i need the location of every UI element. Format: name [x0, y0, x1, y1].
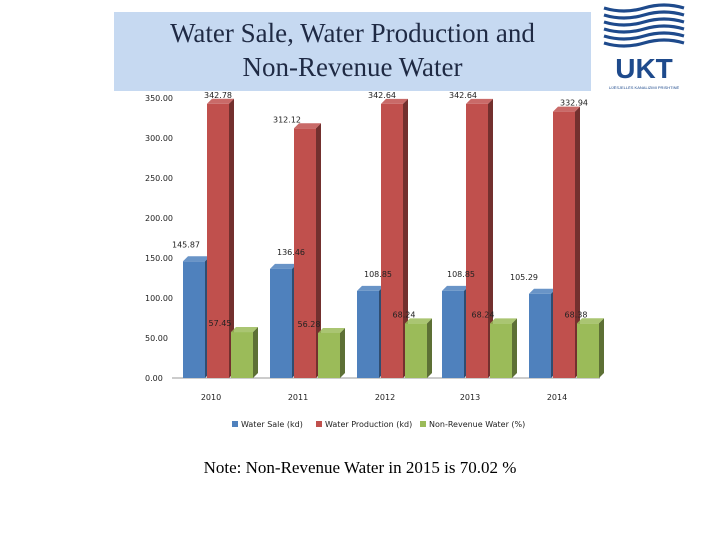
data-label: 105.29 [510, 273, 538, 282]
data-label: 136.46 [277, 248, 305, 257]
y-tick-label: 250.00 [145, 174, 173, 183]
data-label: 68.24 [472, 310, 495, 319]
legend-label: Water Sale (kd) [241, 420, 303, 429]
legend-label: Water Production (kd) [325, 420, 412, 429]
y-tick-label: 50.00 [145, 334, 168, 343]
y-tick-label: 300.00 [145, 134, 173, 143]
x-tick-label: 2011 [288, 393, 308, 402]
logo-subtext: UJËSJELLËS KANALIZIMI PRISHTINË [609, 85, 680, 90]
bar-water-front [357, 290, 379, 378]
y-tick-label: 100.00 [145, 294, 173, 303]
bar-non-revenue-front [318, 332, 340, 378]
title-background [114, 12, 591, 91]
data-label: 108.85 [364, 270, 392, 279]
legend-swatch [420, 421, 426, 427]
bar-side [427, 318, 432, 378]
y-tick-label: 150.00 [145, 254, 173, 263]
bar-side [488, 98, 493, 378]
legend-label: Non-Revenue Water (%) [429, 420, 525, 429]
bar-water-front [270, 268, 292, 378]
x-tick-label: 2012 [375, 393, 395, 402]
bar-non-revenue-front [231, 332, 253, 378]
bar-top [405, 318, 432, 324]
bar-top [357, 285, 384, 291]
bar-top [231, 327, 258, 333]
logo-text: UKT [615, 53, 673, 84]
data-label: 68.24 [393, 310, 416, 319]
title-line-1: Water Sale, Water Production and [170, 18, 535, 48]
data-label: 57.45 [209, 319, 232, 328]
bar-side [599, 318, 604, 378]
bar-side [316, 123, 321, 378]
y-tick-label: 350.00 [145, 94, 173, 103]
bar-side [253, 327, 258, 378]
bar-water-front [466, 103, 488, 378]
legend-swatch [316, 421, 322, 427]
bar-top [466, 98, 493, 104]
data-label: 342.78 [204, 91, 232, 100]
bar-water-front [183, 261, 205, 378]
bar-non-revenue-front [405, 323, 427, 378]
bar-side [575, 106, 580, 378]
data-label: 108.85 [447, 270, 475, 279]
bar-non-revenue-front [490, 323, 512, 378]
x-tick-label: 2010 [201, 393, 221, 402]
data-label: 312.12 [273, 115, 301, 124]
bar-water-front [294, 128, 316, 378]
bar-side [512, 318, 517, 378]
bar-top [207, 98, 234, 104]
bar-top [529, 288, 556, 294]
legend-swatch [232, 421, 238, 427]
data-label: 332.94 [560, 99, 588, 108]
bar-side [340, 327, 345, 378]
bar-side [229, 98, 234, 378]
y-tick-label: 200.00 [145, 214, 173, 223]
y-tick-label: 0.00 [145, 374, 163, 383]
footnote: Note: Non-Revenue Water in 2015 is 70.02… [203, 458, 517, 477]
bar-top [381, 98, 408, 104]
bar-water-front [529, 293, 551, 378]
x-tick-label: 2014 [547, 393, 567, 402]
bar-non-revenue-front [577, 323, 599, 378]
data-label: 342.64 [449, 91, 477, 100]
bar-top [318, 327, 345, 333]
x-tick-label: 2013 [460, 393, 480, 402]
bar-water-front [553, 111, 575, 378]
data-label: 68.38 [565, 310, 588, 319]
data-label: 342.64 [368, 91, 396, 100]
bar-water-front [207, 103, 229, 378]
bar-top [270, 263, 297, 269]
bar-top [577, 318, 604, 324]
bar-top [553, 106, 580, 112]
bar-top [442, 285, 469, 291]
data-label: 56.28 [298, 320, 321, 329]
bar-water-front [442, 290, 464, 378]
data-label: 145.87 [172, 240, 200, 249]
ukt-logo: UKT UJËSJELLËS KANALIZIMI PRISHTINË [603, 3, 685, 90]
bar-top [490, 318, 517, 324]
title-line-2: Non-Revenue Water [242, 52, 463, 82]
page-title: Water Sale, Water Production and Non-Rev… [114, 16, 591, 84]
bar-side [403, 98, 408, 378]
bar-water-front [381, 103, 403, 378]
bar-top [294, 123, 321, 129]
bar-top [183, 256, 210, 262]
